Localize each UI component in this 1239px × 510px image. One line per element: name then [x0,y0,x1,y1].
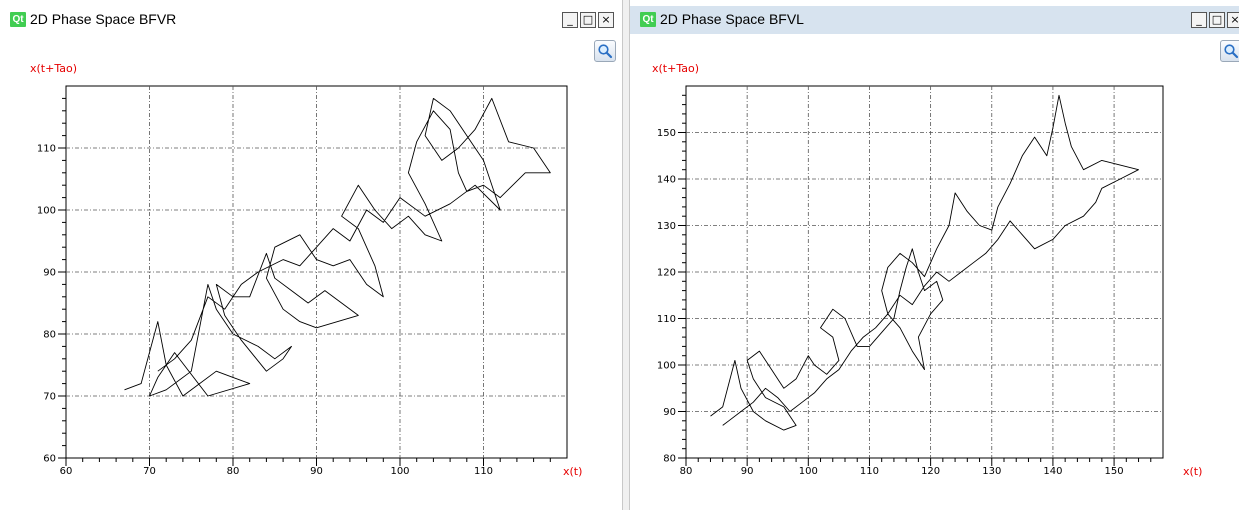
x-tick-label: 140 [1043,466,1062,477]
y-tick-label: 80 [43,330,56,341]
y-tick-label: 90 [663,407,676,418]
x-tick-label: 110 [474,466,493,477]
close-button[interactable]: × [598,12,614,28]
title-bar[interactable]: Qt 2D Phase Space BFVL _ □ × [630,6,1239,34]
x-tick-label: 80 [227,466,240,477]
x-tick-label: 80 [680,466,693,477]
zoom-icon[interactable] [1220,40,1239,62]
y-tick-label: 110 [657,314,676,325]
x-tick-label: 90 [310,466,323,477]
x-tick-label: 120 [921,466,940,477]
x-tick-label: 60 [60,466,73,477]
phase-trajectory-line [710,94,1139,431]
y-tick-label: 120 [657,268,676,279]
y-tick-label: 60 [43,454,56,465]
title-bar[interactable]: Qt 2D Phase Space BFVR _ □ × [0,6,622,34]
x-tick-label: 70 [143,466,156,477]
phase-space-window-bfvr: Qt 2D Phase Space BFVR _ □ × x(t+Tao) x(… [0,6,622,478]
x-tick-label: 110 [860,466,879,477]
x-tick-label: 150 [1105,466,1124,477]
minimize-button[interactable]: _ [1191,12,1207,28]
window-splitter[interactable] [622,0,630,510]
x-tick-label: 100 [799,466,818,477]
y-axis-label: x(t+Tao) [652,62,699,75]
x-axis-label: x(t) [563,465,583,478]
x-tick-label: 100 [390,466,409,477]
zoom-icon[interactable] [594,40,616,62]
y-axis-label: x(t+Tao) [30,62,77,75]
y-tick-label: 70 [43,392,56,403]
y-tick-label: 100 [657,361,676,372]
qt-logo-icon: Qt [640,12,656,27]
phase-space-plot: 60 70 80 90 100 110 60 70 80 90 100 110 [37,85,568,477]
minimize-button[interactable]: _ [562,12,578,28]
y-tick-label: 150 [657,128,676,139]
y-tick-label: 140 [657,175,676,186]
y-tick-label: 130 [657,221,676,232]
qt-logo-icon: Qt [10,12,26,27]
close-button[interactable]: × [1227,12,1239,28]
x-axis-label: x(t) [1183,465,1203,478]
phase-trajectory-line [124,97,551,397]
phase-space-window-bfvl: Qt 2D Phase Space BFVL _ □ × x(t+Tao) x(… [630,0,1239,510]
y-tick-label: 110 [37,144,56,155]
x-tick-label: 130 [982,466,1001,477]
maximize-button[interactable]: □ [1209,12,1225,28]
y-tick-label: 100 [37,206,56,217]
window-title: 2D Phase Space BFVL [660,11,804,27]
x-tick-label: 90 [741,466,754,477]
maximize-button[interactable]: □ [580,12,596,28]
phase-space-plot: 80 90 100 110 120 130 140 150 80 90 100 110 120 130 14… [657,85,1164,477]
window-title: 2D Phase Space BFVR [30,11,177,27]
y-tick-label: 90 [43,268,56,279]
y-tick-label: 80 [663,454,676,465]
